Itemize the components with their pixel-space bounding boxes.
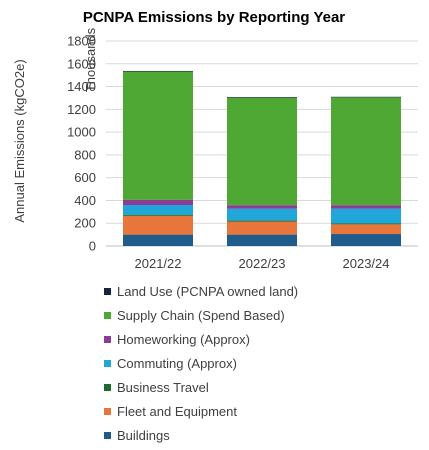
bar-segment: [331, 224, 401, 235]
bar-segment: [123, 199, 193, 205]
bar-segment: [331, 205, 401, 209]
legend-swatch: [104, 384, 111, 391]
x-tick-label: 2023/24: [343, 256, 390, 271]
bar-segment: [123, 70, 193, 72]
y-tick-label: 400: [74, 193, 96, 208]
bar-segment: [123, 214, 193, 216]
x-tick-label: 2021/22: [135, 256, 182, 271]
chart-title: PCNPA Emissions by Reporting Year: [83, 9, 345, 26]
bar-segment: [227, 97, 297, 98]
y-tick-label: 800: [74, 147, 96, 162]
x-tick-label: 2022/23: [239, 256, 286, 271]
legend: Land Use (PCNPA owned land) Supply Chain …: [104, 284, 298, 443]
y-tick-label: 200: [74, 216, 96, 231]
bar-segment: [331, 208, 401, 224]
bar-segment: [227, 205, 297, 209]
bar-segment: [123, 205, 193, 215]
legend-swatch: [104, 432, 111, 439]
x-axis-ticks: 2021/22 2022/23 2023/24: [135, 256, 390, 271]
legend-swatch: [104, 288, 111, 295]
y-tick-label: 1800: [67, 34, 96, 49]
y-tick-label: 1400: [67, 79, 96, 94]
bar-segment: [123, 71, 193, 200]
y-tick-label: 1000: [67, 125, 96, 140]
legend-label: Homeworking (Approx): [117, 332, 250, 347]
legend-label: Business Travel: [117, 380, 209, 395]
legend-swatch: [104, 312, 111, 319]
y-axis-ticks: 0 200 400 600 800 1000 1200 1400 1600 1800: [67, 34, 96, 254]
legend-swatch: [104, 408, 111, 415]
bar-segment: [331, 234, 401, 246]
legend-label: Supply Chain (Spend Based): [117, 308, 285, 323]
legend-swatch: [104, 336, 111, 343]
legend-label: Fleet and Equipment: [117, 404, 237, 419]
y-axis-label: Annual Emissions (kgCO2e): [12, 59, 27, 222]
y-tick-label: 1600: [67, 56, 96, 71]
bar-segment: [331, 223, 401, 225]
legend-swatch: [104, 360, 111, 367]
legend-label: Commuting (Approx): [117, 356, 237, 371]
bar-segment: [123, 234, 193, 246]
y-tick-label: 1200: [67, 102, 96, 117]
y-tick-label: 0: [89, 239, 96, 254]
bar-segment: [331, 96, 401, 98]
bar-segment: [331, 97, 401, 206]
y-tick-label: 600: [74, 170, 96, 185]
bar-segment: [227, 221, 297, 235]
legend-label: Land Use (PCNPA owned land): [117, 284, 298, 299]
bar-segment: [227, 208, 297, 221]
bar-segment: [227, 220, 297, 222]
bar-segment: [227, 234, 297, 246]
y-axis-unit-label: Thousands: [83, 27, 98, 92]
bars: [123, 70, 401, 246]
legend-label: Buildings: [117, 428, 170, 443]
bar-segment: [123, 215, 193, 235]
bar-segment: [227, 97, 297, 206]
